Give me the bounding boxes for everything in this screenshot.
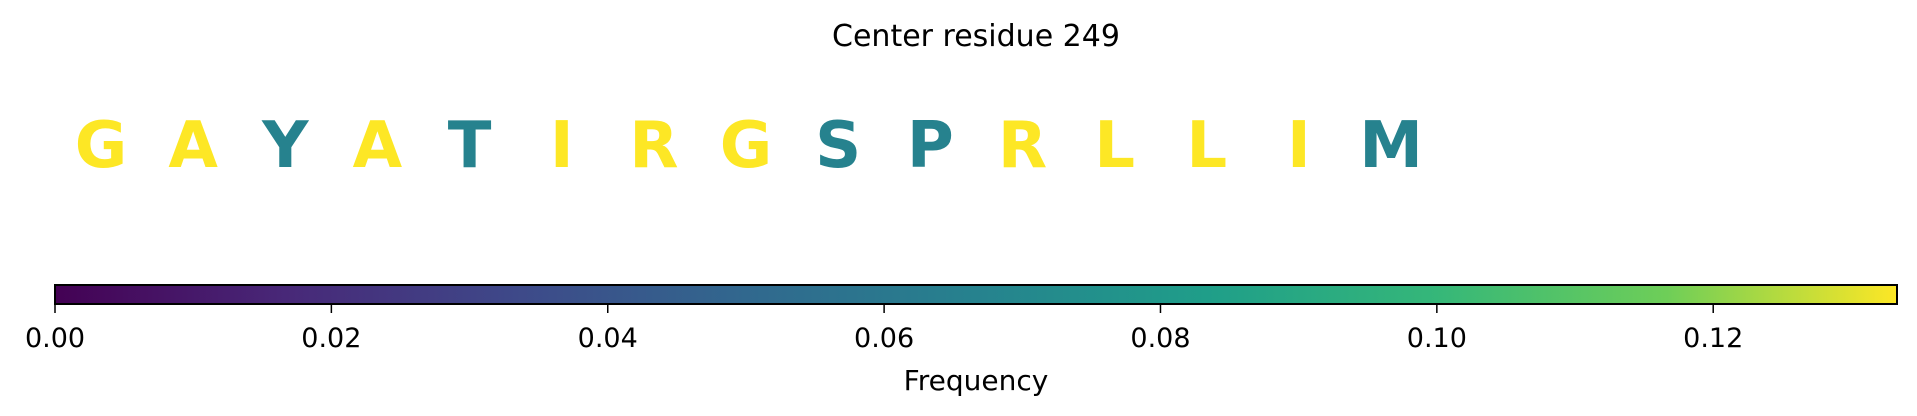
residue-letter: L: [1094, 109, 1135, 183]
residue-letter: M: [1359, 109, 1423, 183]
colorbar: [54, 284, 1898, 305]
residue-letter: L: [1186, 109, 1227, 183]
residue-letter: G: [75, 109, 128, 183]
colorbar-tick-label: 0.06: [854, 323, 914, 354]
residue-letter: G: [720, 109, 773, 183]
colorbar-tick-label: 0.04: [578, 323, 638, 354]
colorbar-ticks: 0.00 0.02 0.04 0.06 0.08 0.10 0.12: [25, 305, 1743, 354]
residue-letter: A: [168, 109, 218, 183]
residue-letter: R: [629, 109, 678, 183]
colorbar-tick-label: 0.10: [1407, 323, 1467, 354]
colorbar-tick-label: 0.12: [1683, 323, 1743, 354]
colorbar-tick-label: 0.02: [301, 323, 361, 354]
colorbar-tick-label: 0.08: [1130, 323, 1190, 354]
residue-letter: A: [353, 109, 403, 183]
residue-letter: P: [907, 109, 954, 183]
residue-letter: I: [1287, 109, 1311, 183]
colorbar-label: Frequency: [904, 364, 1049, 397]
residue-letter: T: [448, 109, 492, 183]
residue-letter: S: [815, 109, 861, 183]
residue-letter: R: [998, 109, 1047, 183]
colorbar-tick-label: 0.00: [25, 323, 85, 354]
chart-title: Center residue 249: [832, 19, 1120, 54]
residue-letter: Y: [261, 109, 309, 183]
residue-letter: I: [550, 109, 574, 183]
